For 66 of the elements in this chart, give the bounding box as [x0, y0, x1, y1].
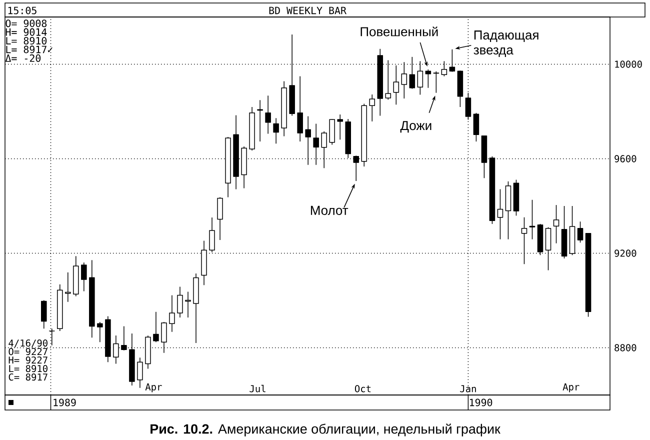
annotation: Δ= -20: [5, 54, 41, 62]
candlestick: [65, 272, 71, 302]
candlestick: [73, 256, 79, 297]
candlestick: [185, 291, 191, 318]
candlestick: [241, 146, 247, 189]
annotation: H= 9014: [6, 28, 47, 36]
annotation: Падающая звезда: [474, 30, 538, 57]
annotation: Молот: [310, 206, 348, 215]
candlestick: [313, 123, 319, 166]
y-tick-label: 8800: [614, 344, 636, 352]
annotation: 4/16/90: [8, 339, 48, 348]
annotation: Дожи: [400, 121, 432, 133]
candlestick: [137, 357, 143, 388]
candlestick: [345, 118, 351, 158]
text: Рис. 10.2. Американские облигации, недельный график: [150, 424, 500, 436]
candlestick: [265, 95, 271, 134]
candlestick: [89, 260, 95, 338]
annotation: L= 8917✓: [6, 46, 52, 54]
candlestick: [217, 196, 223, 240]
annotation: L= 8910: [9, 364, 48, 372]
x2-tick-label: 1990: [470, 398, 492, 406]
candlestick: [233, 114, 239, 190]
x-tick-label: Jan: [460, 385, 476, 392]
candlestick: [57, 284, 63, 332]
candlestick: [41, 300, 47, 329]
y-tick-label: 9600: [614, 155, 636, 162]
candlestick: [337, 114, 343, 140]
chart-subtitle: BD WEEKLY BAR: [269, 6, 346, 14]
annotation: L= 8910: [6, 36, 47, 45]
candlestick: [353, 156, 360, 182]
candlestick: [321, 130, 327, 169]
x-tick-label: Apr: [145, 383, 162, 392]
candlestick: [249, 106, 255, 151]
x2-tick-label: 1989: [54, 398, 76, 406]
candlestick: [201, 240, 207, 286]
candlestick: [97, 322, 103, 342]
x-tick-label: Oct: [354, 385, 371, 392]
candlestick: [81, 262, 87, 292]
candlestick: [329, 119, 335, 146]
x-tick-label: Jul: [250, 384, 266, 392]
y-tick-label: 10000: [615, 60, 642, 68]
candlestick: [225, 136, 231, 198]
y-tick-label: 9200: [614, 250, 636, 257]
annotation: O= 9227: [8, 348, 48, 356]
annotation: H= 9227: [8, 356, 48, 364]
candlestick: [297, 76, 303, 142]
candlestick: [457, 70, 464, 108]
annotation: C= 8917: [8, 373, 48, 381]
candlestick: [529, 199, 536, 240]
candlestick: [177, 286, 183, 318]
candlestick: [209, 217, 215, 253]
candlestick: [273, 118, 279, 144]
candlestick: [497, 188, 504, 240]
text: 15:05: [8, 6, 36, 14]
candlestick: [281, 80, 287, 137]
annotation: O= 9008: [6, 20, 47, 28]
candlestick: [257, 100, 263, 142]
x-tick-label: Apr: [562, 383, 580, 392]
candlestick: [521, 216, 528, 264]
candlestick: [193, 273, 199, 344]
annotation: Повешенный: [360, 26, 438, 36]
candlestick: [553, 204, 560, 244]
candlestick: [361, 103, 368, 167]
candlestick: [393, 65, 400, 106]
candlestick: [169, 294, 175, 332]
candlestick: [305, 116, 311, 166]
